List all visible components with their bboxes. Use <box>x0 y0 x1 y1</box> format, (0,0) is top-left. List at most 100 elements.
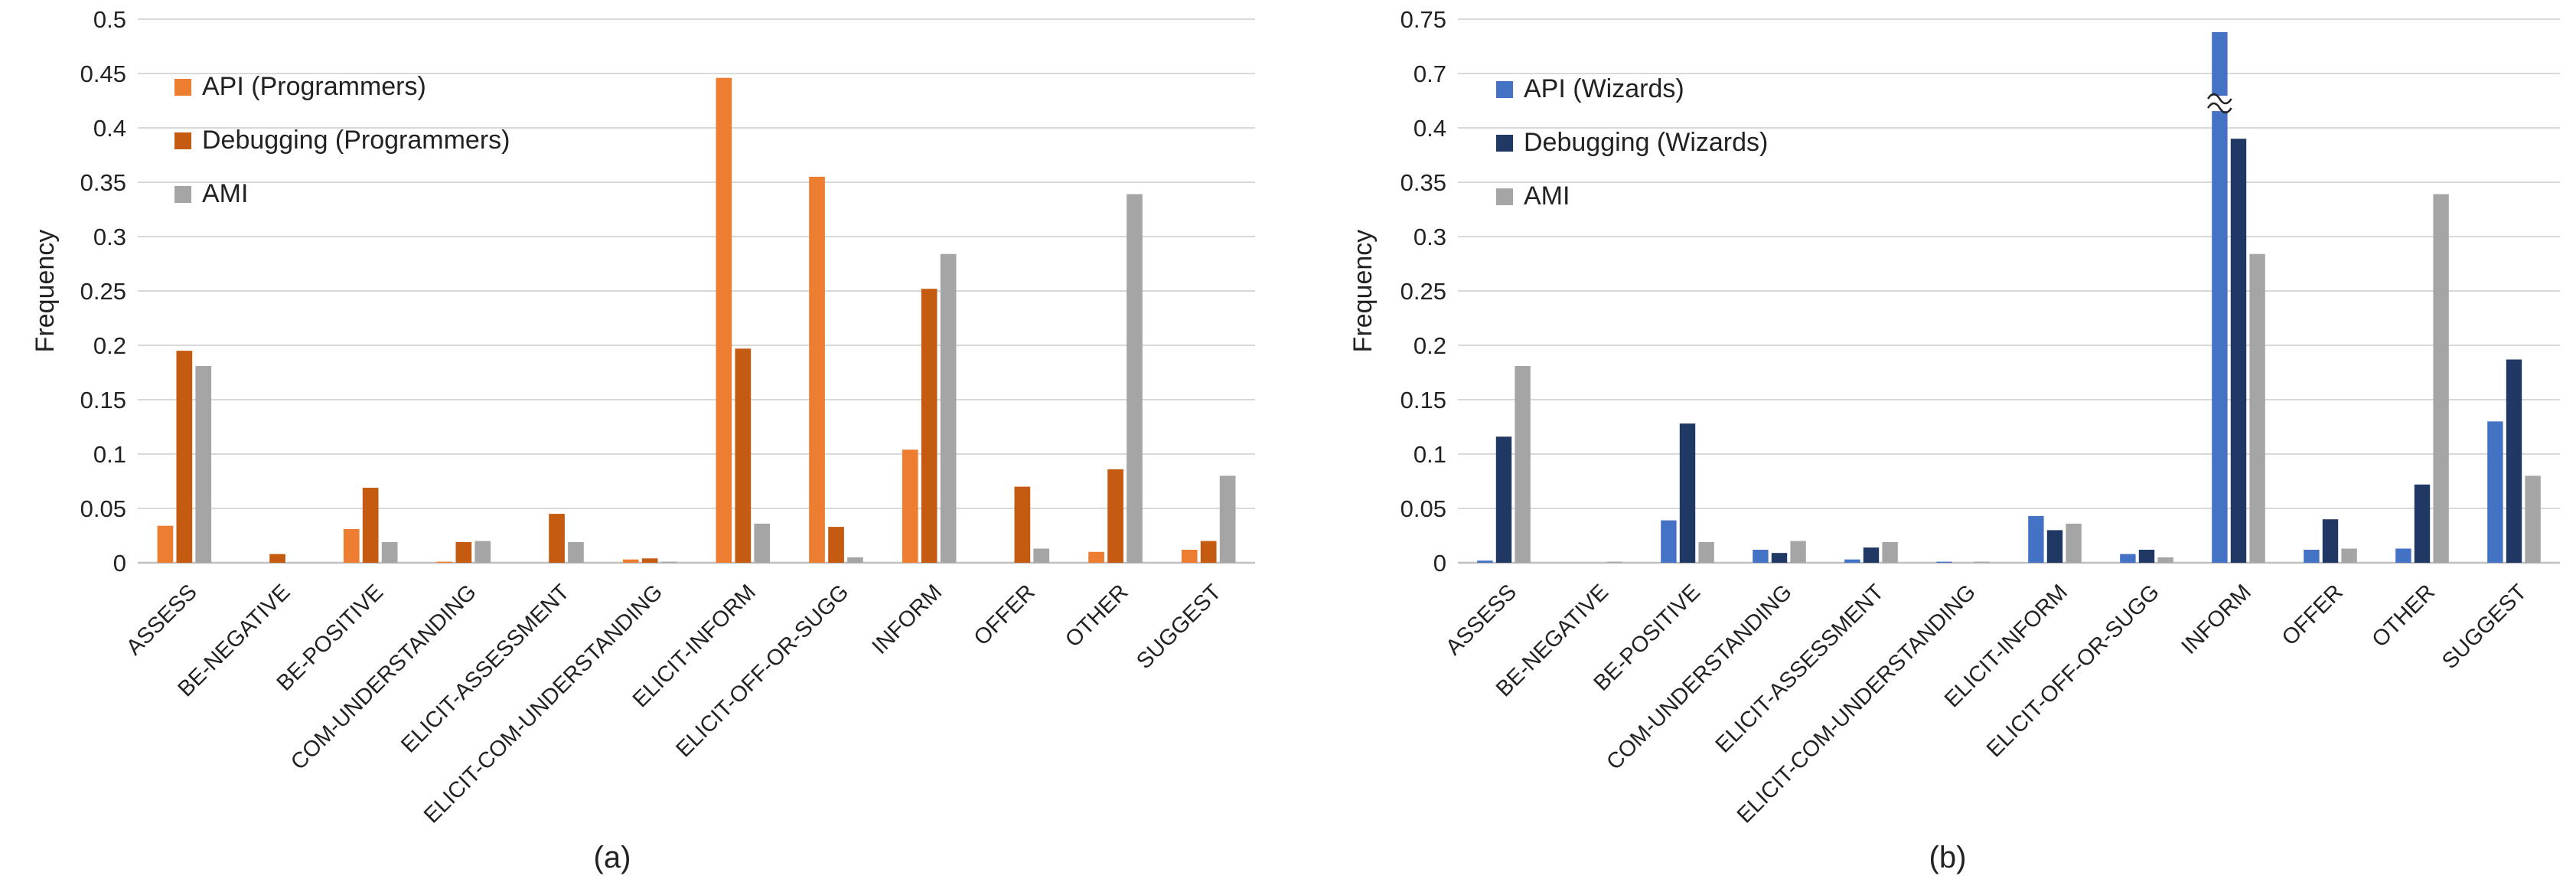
y-tick-label: 0.05 <box>1400 495 1446 522</box>
bar-other-series-1 <box>1088 551 1104 563</box>
legend-label: API (Wizards) <box>1524 74 1684 103</box>
x-tick-label: COM-UNDERSTANDING <box>286 580 481 775</box>
x-tick-label: OFFER <box>2278 580 2348 650</box>
legend-label: Debugging (Programmers) <box>202 126 510 155</box>
axis-break-line <box>2207 93 2232 105</box>
bar-inform-series-3 <box>2249 253 2265 563</box>
bar-be-negative-series-2 <box>269 554 285 563</box>
bar-be-positive-series-2 <box>362 488 379 563</box>
bar-be-positive-series-2 <box>1679 423 1696 563</box>
legend-swatch <box>1496 188 1513 205</box>
bar-elicit-inform-series-1 <box>2028 515 2044 563</box>
y-tick-label: 0.35 <box>1400 169 1446 196</box>
bar-inform-series-1 <box>902 449 918 563</box>
y-tick-label: 0.2 <box>93 332 126 359</box>
axis-break-line <box>2207 102 2232 114</box>
bar-suggest-series-2 <box>2506 359 2522 563</box>
bar-elicit-com-understanding-series-1 <box>622 559 639 563</box>
bar-other-series-2 <box>2414 484 2431 563</box>
legend-swatch <box>174 79 191 96</box>
bar-suggest-series-3 <box>2525 475 2541 563</box>
axis-break-icon <box>2207 93 2232 114</box>
bar-assess-series-3 <box>195 366 212 563</box>
bar-suggest-series-3 <box>1219 475 1236 563</box>
chart-panel-b: 0 0.05 0.1 0.15 0.2 0.25 0.3 0.35 0.4 0.7 0.75 Freq… <box>1348 6 2560 874</box>
bar-com-understanding-series-2 <box>455 542 472 563</box>
bar-com-understanding-series-3 <box>474 541 491 563</box>
y-axis-label: Frequency <box>1348 230 1378 353</box>
bar-other-series-3 <box>2433 194 2449 563</box>
legend-swatch <box>174 186 191 203</box>
y-tick-label: 0.2 <box>1414 332 1446 359</box>
x-tick-label: OTHER <box>2368 580 2440 652</box>
axis-break-gap <box>2208 96 2232 112</box>
bar-assess-series-2 <box>1495 436 1512 563</box>
x-tick-label: SUGGEST <box>1132 580 1226 674</box>
y-tick-label: 0.3 <box>93 224 126 250</box>
bar-offer-series-3 <box>1033 548 1050 563</box>
bar-elicit-inform-series-2 <box>735 348 752 563</box>
bar-suggest-series-1 <box>1181 550 1198 563</box>
bar-be-negative-series-3 <box>1606 561 1622 563</box>
x-tick-label: OTHER <box>1061 580 1133 652</box>
bar-elicit-off-or-sugg-series-1 <box>809 176 825 563</box>
bar-elicit-com-understanding-series-1 <box>1936 561 1952 563</box>
x-tick-label: ASSESS <box>1441 580 1521 660</box>
bar-be-positive-series-1 <box>343 529 360 563</box>
y-tick-label: 0.15 <box>1400 387 1446 413</box>
bar-elicit-assessment-series-3 <box>1882 542 1898 563</box>
bar-assess-series-3 <box>1515 366 1531 563</box>
bar-be-positive-series-3 <box>1698 542 1714 563</box>
y-tick-label: 0.05 <box>80 495 126 522</box>
bar-elicit-off-or-sugg-series-3 <box>2157 557 2173 563</box>
y-tick-label: 0.4 <box>93 115 126 142</box>
bar-assess-series-1 <box>1477 560 1493 563</box>
x-tick-label: INFORM <box>868 580 947 659</box>
bar-offer-series-1 <box>2304 550 2320 563</box>
bar-elicit-inform-series-3 <box>2066 523 2082 563</box>
y-tick-label: 0 <box>113 550 126 577</box>
y-tick-label: 0.45 <box>80 60 126 87</box>
bar-elicit-inform-series-3 <box>754 523 771 563</box>
y-tick-label: 0.1 <box>93 441 126 468</box>
bar-suggest-series-1 <box>2487 421 2503 563</box>
bar-elicit-assessment-series-2 <box>549 514 565 563</box>
bar-elicit-off-or-sugg-series-3 <box>847 557 863 563</box>
legend-label: AMI <box>202 179 248 208</box>
bar-assess-series-1 <box>157 525 174 563</box>
bar-suggest-series-2 <box>1200 541 1217 563</box>
y-tick-label: 0.3 <box>1414 224 1446 250</box>
bar-elicit-off-or-sugg-series-2 <box>828 527 844 563</box>
x-tick-label: INFORM <box>2177 580 2256 659</box>
y-tick-label: 0.7 <box>1414 60 1446 87</box>
x-tick-label: SUGGEST <box>2437 580 2532 674</box>
legend-label: API (Programmers) <box>202 72 426 101</box>
bar-assess-series-2 <box>176 351 193 563</box>
bar-offer-series-3 <box>2341 548 2357 563</box>
y-axis-label: Frequency <box>31 230 60 353</box>
panel-label: (b) <box>1929 841 1967 874</box>
bar-elicit-com-understanding-series-3 <box>1974 561 1990 563</box>
legend-swatch <box>174 132 191 149</box>
bar-offer-series-2 <box>2322 519 2339 563</box>
bar-com-understanding-series-2 <box>1771 553 1788 563</box>
bar-elicit-inform-series-1 <box>716 77 732 563</box>
x-tick-label: COM-UNDERSTANDING <box>1602 580 1797 775</box>
x-tick-label: ELICIT-ASSESSMENT <box>396 580 574 757</box>
bar-other-series-3 <box>1127 194 1143 563</box>
x-tick-label: ELICIT-OFF-OR-SUGG <box>1982 580 2164 762</box>
bar-offer-series-2 <box>1014 486 1031 563</box>
legend-label: Debugging (Wizards) <box>1524 128 1768 157</box>
bar-elicit-off-or-sugg-series-1 <box>2120 554 2136 563</box>
bar-elicit-assessment-series-1 <box>1844 559 1860 563</box>
chart-panel-a: 0 0.05 0.1 0.15 0.2 0.25 0.3 0.35 0.4 0.45 0.5 Freq… <box>31 6 1255 874</box>
x-tick-label: OFFER <box>970 580 1040 650</box>
bar-inform-series-2 <box>921 289 937 563</box>
y-tick-label: 0.25 <box>1400 278 1446 305</box>
bar-elicit-com-understanding-series-3 <box>660 561 677 563</box>
bar-elicit-inform-series-2 <box>2046 530 2063 563</box>
bar-elicit-assessment-series-2 <box>1863 547 1880 563</box>
bar-inform-series-3 <box>940 253 957 563</box>
